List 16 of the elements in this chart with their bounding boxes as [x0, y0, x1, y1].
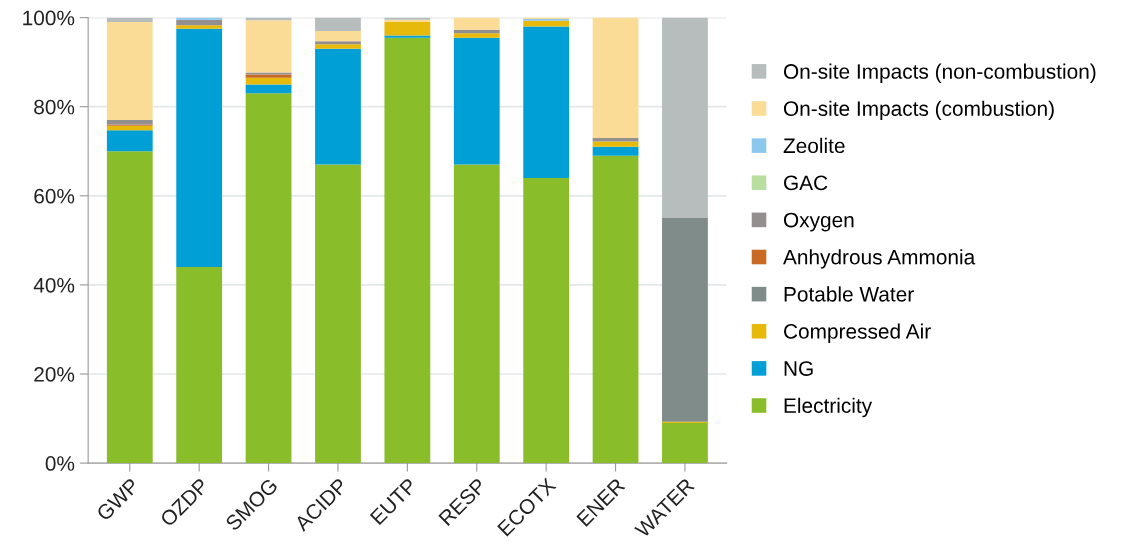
legend-label: On-site Impacts (combustion) [783, 100, 1054, 121]
legend-label: NG [784, 361, 813, 376]
y-tick-label: 100% [23, 10, 75, 26]
y-tick-label: 40% [33, 277, 75, 293]
y-tick-label: 0% [45, 456, 75, 471]
legend-label: Potable Water [784, 286, 914, 302]
legend-label: Compressed Air [784, 323, 931, 343]
legend-label: Anhydrous Ammonia [783, 249, 976, 269]
y-tick-label: 20% [34, 367, 75, 382]
y-tick-label: 80% [34, 99, 75, 115]
legend-label: GAC [784, 175, 828, 191]
y-tick-label: 60% [34, 188, 75, 204]
legend-label: Oxygen [783, 212, 854, 232]
legend-label: On-site Impacts (non-combustion) [783, 63, 1096, 83]
legend-label: Electricity [784, 397, 873, 418]
legend-label: Zeolite [783, 137, 845, 154]
